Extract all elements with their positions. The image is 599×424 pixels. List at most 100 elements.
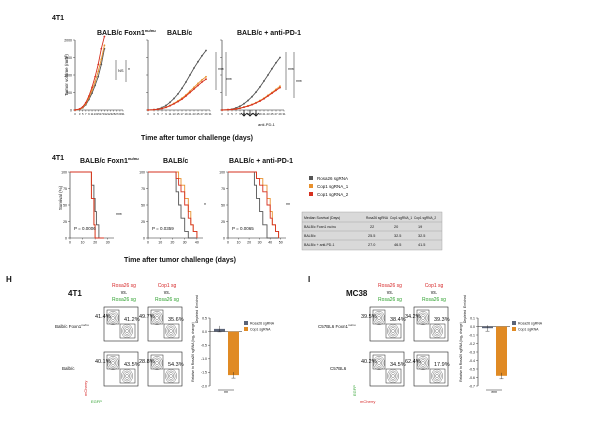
growth-data-point — [94, 75, 97, 78]
bar — [496, 326, 507, 376]
table-r1-c2: 32.5 — [394, 234, 401, 238]
growth-data-point — [193, 88, 195, 90]
bar-y-tick-label: -0.1 — [469, 333, 475, 337]
bar-y-tick-label: -0.5 — [469, 367, 475, 371]
growth-data-point — [275, 61, 277, 64]
survival-x-tick-label: 20 — [93, 241, 97, 245]
panel-i-row2-label: C57BL6 — [330, 366, 347, 371]
growth-series-line — [221, 87, 281, 111]
panel-h-col1-top: Rosa26 sg — [112, 283, 136, 289]
flow-contour — [154, 314, 160, 322]
bar-depleted-label: Depleted — [195, 310, 199, 323]
growth-x-tick-label: 31 — [208, 112, 212, 116]
bar-legend-label: Cop1 sgRNA — [250, 328, 271, 332]
growth-x-tick-label: 27 — [274, 112, 278, 116]
growth-data-point — [267, 74, 269, 76]
flow-contour — [377, 316, 381, 320]
growth-data-point — [91, 92, 93, 95]
flow-contour — [374, 312, 384, 324]
growth-panel2-title: BALB/c — [167, 30, 192, 37]
table-r0-c1: 22 — [370, 225, 374, 229]
growth-panel2-sig-a: *** — [218, 68, 224, 74]
growth-axis — [147, 40, 210, 111]
flow-plots-h: 41.4% 41.2% 49.7% 35.6% 40.1% 43.5% 28.8% 54.3% — [95, 306, 184, 387]
growth-x-tick-label: 7 — [161, 112, 163, 116]
growth-panel1-sig-star: * — [128, 68, 130, 74]
growth-x-tick-label: 23 — [192, 112, 196, 116]
flow-contour — [166, 370, 176, 382]
bar-y-tick-label: -1.5 — [201, 371, 207, 375]
panel-h-col1-bottom: Rosa26 sg — [112, 297, 136, 303]
growth-x-tick-label: 31 — [282, 112, 286, 116]
flow-contour — [373, 356, 385, 370]
flow-contour — [376, 314, 382, 322]
survival-y-tick-label: 0 — [65, 236, 67, 240]
legend-swatch-cop1-2 — [309, 192, 313, 196]
survival-y-tick-label: 100 — [139, 170, 145, 174]
panel-h-col1-vs: vs. — [121, 290, 127, 296]
flow-percent-lower: 54.3% — [168, 362, 184, 368]
flow-contour — [108, 357, 118, 369]
growth-data-point — [259, 86, 261, 88]
growth-x-tick-label: 21 — [262, 112, 266, 116]
panel-i-col2-vs: vs. — [431, 290, 437, 296]
bar-y-tick-label: -0.5 — [201, 344, 207, 348]
survival-series-step — [148, 171, 198, 238]
growth-ylabel: Tumor volume (mm³) — [64, 54, 69, 96]
panel-h-col2-bottom: Rosa26 sg — [155, 297, 179, 303]
flow-contour — [390, 372, 396, 380]
survival-series-step — [228, 171, 280, 238]
growth-x-tick-label: 13 — [172, 112, 176, 116]
survival-legend-3: Cop1 sgRNA_2 — [317, 192, 349, 197]
flow-contour — [166, 325, 176, 337]
survival-y-tick-label: 0 — [143, 236, 145, 240]
flow-contour — [417, 311, 429, 325]
survival-legend: Rosa26 sgRNA Cop1 sgRNA_1 Cop1 sgRNA_2 — [309, 176, 349, 197]
growth-data-point — [271, 67, 273, 70]
survival-x-tick-label: 40 — [195, 241, 199, 245]
top-cell-line-label: 4T1 — [52, 15, 64, 22]
growth-x-tick-label: 17 — [180, 112, 184, 116]
flow-gate — [106, 354, 120, 370]
flow-gate — [119, 368, 136, 384]
growth-data-point — [243, 102, 245, 105]
survival-x-tick-label: 10 — [81, 241, 85, 245]
flow-contour — [388, 325, 398, 337]
panel-i-col2-top: Cop1 sg — [425, 283, 444, 289]
table-r2-c3: 41.5 — [418, 243, 425, 247]
flow-percent-upper: 40.1% — [95, 359, 111, 365]
table-r0-c3: 19 — [418, 225, 422, 229]
flow-percent-lower: 38.4% — [390, 317, 406, 323]
flow-contour — [387, 369, 399, 383]
growth-x-tick-label: 0 — [221, 112, 223, 116]
growth-x-tick-label: 25 — [196, 112, 200, 116]
survival-x-tick-label: 40 — [268, 241, 272, 245]
survival-y-tick-label: 75 — [63, 187, 67, 191]
growth-data-point — [185, 81, 187, 83]
growth-x-tick-label: 19 — [103, 112, 107, 116]
table-r2-c1: 27.0 — [368, 243, 375, 247]
growth-data-point — [74, 109, 76, 111]
growth-data-point — [173, 97, 175, 100]
growth-data-point — [231, 108, 233, 111]
flow-percent-upper: 62.4% — [405, 359, 421, 365]
growth-x-tick-label: 29 — [278, 112, 282, 116]
growth-x-tick-label: 9 — [239, 112, 241, 116]
growth-y-tick-label: 500 — [66, 91, 72, 95]
growth-x-tick-label: 5 — [82, 112, 84, 116]
table-r0-c2: 20 — [394, 225, 398, 229]
growth-data-point — [147, 109, 149, 111]
bar-y-tick-label: -0.6 — [469, 376, 475, 380]
growth-x-tick-label: 25 — [112, 112, 116, 116]
bar-legend-swatch — [244, 327, 248, 331]
growth-data-point — [259, 100, 261, 102]
growth-x-tick-label: 31 — [121, 112, 125, 116]
flow-percent-lower: 39.3% — [434, 317, 450, 323]
survival-xlabel: Time after tumor challenge (days) — [124, 257, 236, 264]
growth-data-point — [247, 105, 249, 108]
growth-x-tick-label: 19 — [258, 112, 262, 116]
flow-percent-upper: 34.2% — [405, 314, 421, 320]
growth-data-point — [197, 82, 199, 85]
bar-y-tick-label: 0.5 — [202, 316, 207, 320]
survival-x-tick-label: 50 — [279, 241, 283, 245]
